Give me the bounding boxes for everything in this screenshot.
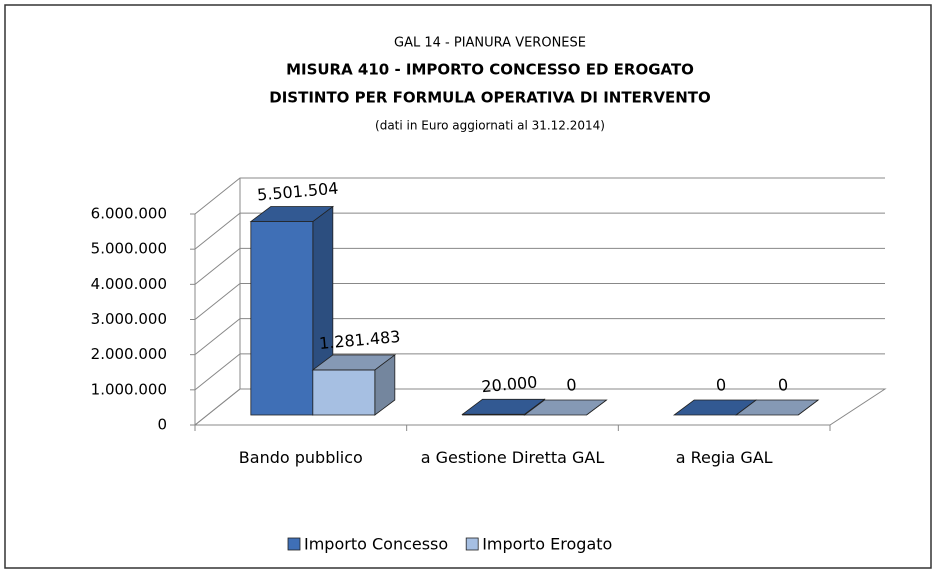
grid-line	[194, 353, 885, 391]
y-tick-label: 1.000.000	[91, 380, 167, 398]
legend-label: Importo Concesso	[304, 535, 448, 554]
x-tick-label: a Regia GAL	[675, 448, 773, 467]
bar-top	[461, 398, 546, 415]
chart-title: DISTINTO PER FORMULA OPERATIVA DI INTERV…	[269, 89, 711, 107]
value-label: 0	[777, 375, 789, 395]
grid-line	[194, 283, 885, 320]
bar	[312, 369, 376, 416]
y-tick-label: 0	[157, 416, 167, 434]
value-label: 20.000	[481, 372, 538, 396]
bar-top	[249, 206, 335, 222]
value-label: 0	[715, 375, 727, 395]
bar-top	[734, 399, 820, 416]
grid-line	[194, 318, 885, 356]
y-tick-label: 2.000.000	[91, 345, 167, 363]
y-tick-label: 3.000.000	[91, 310, 167, 328]
grid-line	[194, 212, 885, 250]
legend-swatch	[287, 537, 301, 551]
x-tick-label: a Gestione Diretta GAL	[420, 448, 605, 467]
grid-line	[194, 388, 885, 426]
legend-label: Importo Erogato	[482, 535, 612, 554]
x-tick-label: Bando pubblico	[238, 448, 363, 467]
y-tick-label: 6.000.000	[91, 205, 167, 223]
y-tick-label: 5.000.000	[91, 240, 167, 258]
bar-top	[311, 354, 397, 371]
y-tick-label: 4.000.000	[91, 275, 167, 293]
legend-swatch	[465, 537, 479, 551]
chart-subtitle: (dati in Euro aggiornati al 31.12.2014)	[375, 119, 605, 133]
chart-title: GAL 14 - PIANURA VERONESE	[394, 36, 586, 51]
value-label: 5.501.504	[256, 179, 339, 205]
bar-top	[523, 399, 608, 416]
grid-line	[194, 247, 885, 285]
frame	[4, 4, 932, 569]
value-label: 0	[566, 375, 578, 395]
bar	[250, 221, 314, 416]
chart-title: MISURA 410 - IMPORTO CONCESSO ED EROGATO	[286, 61, 694, 79]
grid-line	[194, 177, 885, 215]
